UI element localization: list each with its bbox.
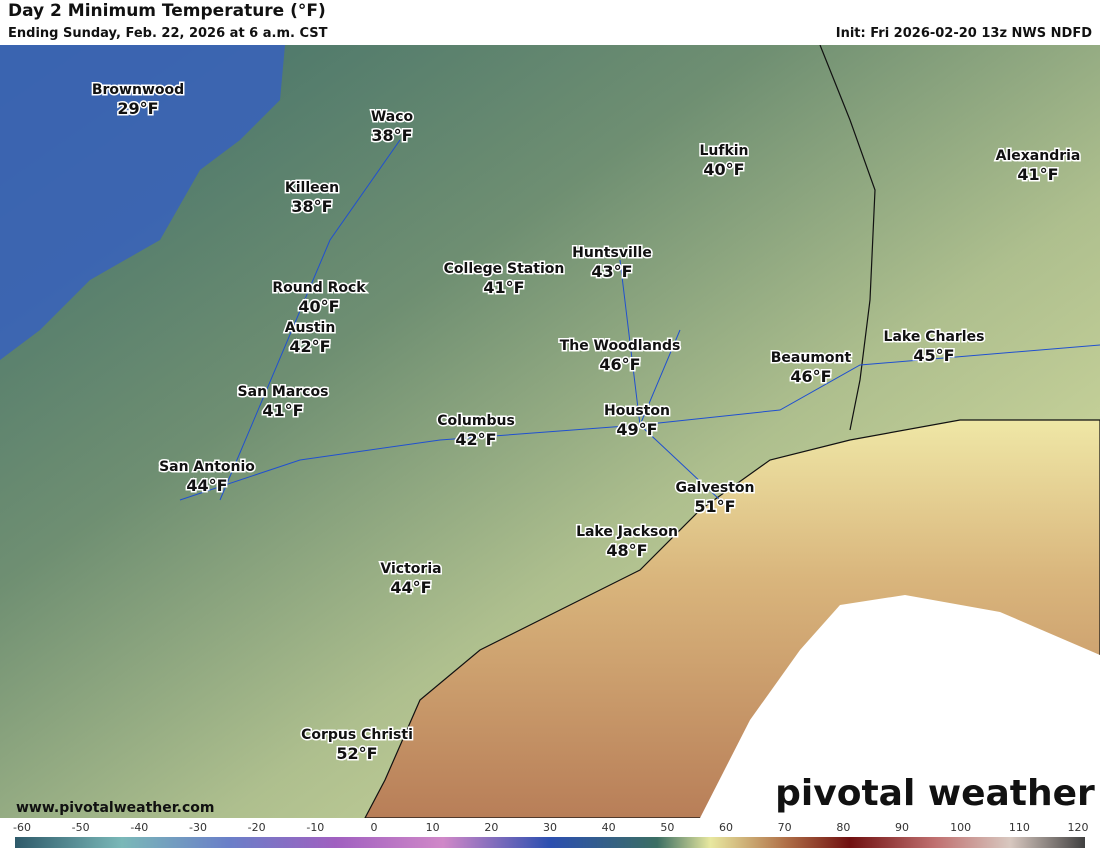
legend-tick-label: 110 — [1009, 821, 1030, 834]
city-name: Beaumont — [771, 350, 852, 366]
city-name: Waco — [371, 109, 414, 125]
legend-tick-label: -60 — [13, 821, 31, 834]
legend-tick-label: -40 — [130, 821, 148, 834]
city-name: The Woodlands — [560, 338, 681, 354]
city-temp: 42°F — [289, 337, 330, 356]
cold-area — [0, 45, 285, 360]
legend-tick-label: 40 — [602, 821, 616, 834]
city-temp: 41°F — [262, 401, 303, 420]
legend-tick-label: 10 — [426, 821, 440, 834]
legend-ticks: -60 -50 -40 -30 -20 -10 0 10 20 30 40 50 60 70 80 90 100… — [13, 821, 1088, 834]
subtitle: Ending Sunday, Feb. 22, 2026 at 6 a.m. C… — [8, 26, 328, 41]
highways — [179, 139, 1100, 501]
city-name: Alexandria — [996, 148, 1081, 164]
title: Day 2 Minimum Temperature (°F) — [8, 1, 326, 21]
header-bar — [0, 0, 1100, 45]
city-name: Victoria — [380, 561, 441, 577]
legend-tick-label: -20 — [248, 821, 266, 834]
legend-tick-label: 100 — [950, 821, 971, 834]
color-bar — [15, 837, 1085, 848]
city-temp: 49°F — [616, 420, 657, 439]
city-temp: 29°F — [117, 99, 158, 118]
city-temp: 40°F — [703, 160, 744, 179]
city-temp: 41°F — [1017, 165, 1058, 184]
city-name: Round Rock — [272, 280, 366, 296]
city-name: Lake Jackson — [576, 524, 678, 540]
city-temp: 38°F — [291, 197, 332, 216]
legend-tick-label: -10 — [306, 821, 324, 834]
legend-tick-label: 0 — [371, 821, 378, 834]
legend-tick-label: 50 — [660, 821, 674, 834]
city-name: Austin — [285, 320, 336, 336]
city-name: San Marcos — [238, 384, 329, 400]
legend-tick-label: 90 — [895, 821, 909, 834]
city-temp: 51°F — [694, 497, 735, 516]
city-name: San Antonio — [159, 459, 255, 475]
city-temp: 43°F — [591, 262, 632, 281]
city-temp: 40°F — [298, 297, 339, 316]
legend-tick-label: 80 — [836, 821, 850, 834]
legend-tick-label: -30 — [189, 821, 207, 834]
city-name: Killeen — [285, 180, 339, 196]
init-time: Init: Fri 2026-02-20 13z NWS NDFD — [836, 26, 1092, 41]
legend-tick-label: 60 — [719, 821, 733, 834]
logo: pivotal weather — [775, 773, 1095, 814]
city-temp: 44°F — [390, 578, 431, 597]
legend-tick-label: 20 — [484, 821, 498, 834]
city-temp: 42°F — [455, 430, 496, 449]
legend-tick-label: 120 — [1068, 821, 1089, 834]
legend-tick-label: 30 — [543, 821, 557, 834]
city-temp: 44°F — [186, 476, 227, 495]
city-temp: 38°F — [371, 126, 412, 145]
city-temp: 52°F — [336, 744, 377, 763]
legend-tick-label: 70 — [778, 821, 792, 834]
city-name: Corpus Christi — [301, 727, 413, 743]
city-temp: 46°F — [599, 355, 640, 374]
city-temp: 48°F — [606, 541, 647, 560]
city-name: Columbus — [437, 413, 515, 429]
legend-tick-label: -50 — [72, 821, 90, 834]
city-name: Lufkin — [699, 143, 748, 159]
city-temp: 45°F — [913, 346, 954, 365]
city-name: College Station — [444, 261, 565, 277]
state-border — [819, 44, 876, 431]
no-data-area — [700, 595, 1100, 818]
city-name: Huntsville — [572, 245, 652, 261]
city-name: Houston — [604, 403, 670, 419]
website: www.pivotalweather.com — [16, 800, 215, 816]
city-temp: 46°F — [790, 367, 831, 386]
city-name: Brownwood — [92, 82, 184, 98]
city-name: Lake Charles — [884, 329, 985, 345]
city-name: Galveston — [676, 480, 755, 496]
city-temp: 41°F — [483, 278, 524, 297]
